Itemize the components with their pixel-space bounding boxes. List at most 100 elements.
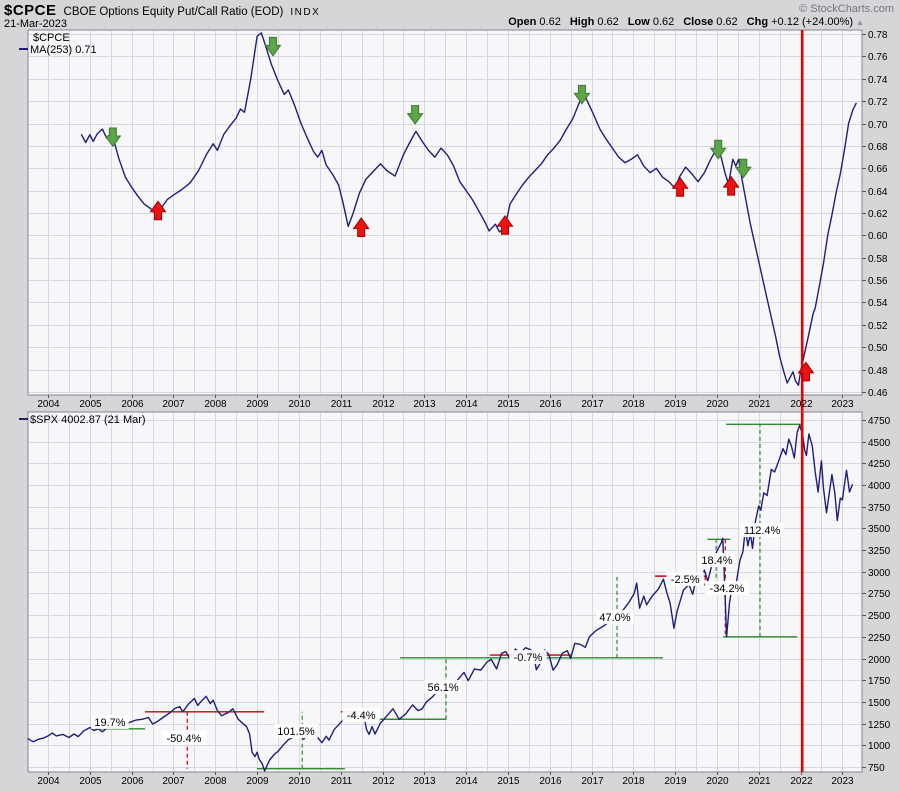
svg-text:3000: 3000 [868, 568, 891, 579]
gridlines [29, 31, 861, 394]
chart-title: CBOE Options Equity Put/Call Ratio (EOD) [63, 6, 284, 18]
cpce-ma-line [80, 32, 857, 386]
svg-text:2005: 2005 [79, 776, 102, 787]
header: $CPCE CBOE Options Equity Put/Call Ratio… [4, 2, 320, 19]
svg-text:2020: 2020 [706, 399, 729, 410]
y-axis: 4750 4500 4250 4000 3750 3500 3250 3000 2750 2500… [862, 416, 891, 774]
svg-text:$CPCE: $CPCE [33, 32, 70, 44]
svg-text:MA(253) 0.71: MA(253) 0.71 [30, 44, 97, 56]
svg-text:0.60: 0.60 [868, 231, 888, 242]
svg-text:2009: 2009 [246, 399, 269, 410]
svg-text:2011: 2011 [331, 399, 353, 410]
svg-text:-0.7%: -0.7% [514, 652, 543, 664]
svg-text:2019: 2019 [664, 399, 687, 410]
svg-text:1500: 1500 [868, 698, 891, 709]
svg-text:2012: 2012 [372, 399, 395, 410]
ohlc-label: Open [508, 16, 537, 28]
svg-text:2014: 2014 [455, 776, 478, 787]
legend: $SPX 4002.87 (21 Mar) [19, 414, 146, 426]
sell-signal-arrow-icon [573, 84, 591, 105]
svg-text:2006: 2006 [121, 776, 144, 787]
svg-text:2004: 2004 [37, 399, 60, 410]
svg-text:0.76: 0.76 [868, 52, 888, 63]
svg-text:0.68: 0.68 [868, 142, 888, 153]
change-up-icon: ▲ [856, 18, 864, 27]
spx-line [27, 424, 854, 772]
buy-signal-arrow-icon [352, 217, 370, 238]
svg-text:3750: 3750 [868, 503, 891, 514]
ohlc-readout: Open 0.62 High 0.62 Low 0.62 Close 0.62 Chg … [508, 16, 864, 28]
svg-text:0.64: 0.64 [868, 187, 888, 198]
svg-text:2022: 2022 [790, 776, 813, 787]
svg-text:2015: 2015 [497, 399, 520, 410]
svg-text:2019: 2019 [664, 776, 687, 787]
ohlc-label: Close [683, 16, 714, 28]
svg-text:2015: 2015 [497, 776, 520, 787]
sell-signal-arrow-icon [406, 105, 424, 125]
svg-text:2250: 2250 [868, 633, 891, 644]
ohlc-label: Chg [746, 16, 769, 28]
svg-text:3500: 3500 [868, 524, 891, 535]
svg-text:4000: 4000 [868, 481, 891, 492]
svg-text:-4.4%: -4.4% [347, 710, 376, 722]
x-axis: 2004 2005 2006 2007 2008 2009 2010 2011 2012 2013… [37, 395, 854, 410]
buy-signal-arrow-icon [671, 176, 689, 197]
svg-text:0.72: 0.72 [868, 97, 888, 108]
svg-text:2017: 2017 [581, 776, 604, 787]
svg-text:0.78: 0.78 [868, 30, 888, 41]
ohlc-value: 0.62 [594, 16, 619, 28]
svg-text:2017: 2017 [581, 399, 604, 410]
svg-text:2021: 2021 [748, 776, 771, 787]
ticker-symbol: $CPCE [4, 2, 57, 19]
ohlc-label: Low [627, 16, 650, 28]
svg-text:4500: 4500 [868, 438, 891, 449]
svg-text:0.52: 0.52 [868, 321, 888, 332]
svg-text:2020: 2020 [706, 776, 729, 787]
svg-text:2004: 2004 [37, 776, 60, 787]
buy-signal-arrow-icon [149, 200, 167, 221]
svg-text:2013: 2013 [413, 776, 436, 787]
svg-text:2005: 2005 [79, 399, 102, 410]
y-axis: 0.78 0.76 0.74 0.72 0.70 0.68 0.66 0.64 0.62 0.60… [862, 30, 888, 399]
svg-text:2011: 2011 [331, 776, 353, 787]
svg-text:3250: 3250 [868, 546, 891, 557]
svg-text:47.0%: 47.0% [599, 612, 630, 624]
svg-text:0.48: 0.48 [868, 366, 888, 377]
buy-signal-arrow-icon [797, 361, 815, 382]
svg-text:2008: 2008 [204, 399, 227, 410]
svg-text:0.66: 0.66 [868, 164, 888, 175]
svg-text:2000: 2000 [868, 655, 891, 666]
svg-text:2014: 2014 [455, 399, 478, 410]
buy-signal-arrow-icon [496, 214, 514, 235]
svg-text:2500: 2500 [868, 611, 891, 622]
svg-text:2012: 2012 [372, 776, 395, 787]
svg-text:2018: 2018 [622, 399, 645, 410]
svg-text:0.62: 0.62 [868, 209, 888, 220]
svg-text:2021: 2021 [748, 399, 771, 410]
svg-text:2006: 2006 [121, 399, 144, 410]
svg-text:0.74: 0.74 [868, 75, 888, 86]
spx-panel: 4750 4500 4250 4000 3750 3500 3250 3000 2750 2500… [19, 411, 891, 787]
svg-text:2750: 2750 [868, 589, 891, 600]
svg-text:2018: 2018 [622, 776, 645, 787]
chart-date: 21-Mar-2023 [4, 18, 67, 30]
svg-text:-2.5%: -2.5% [671, 574, 700, 586]
svg-text:56.1%: 56.1% [428, 682, 459, 694]
svg-text:2009: 2009 [246, 776, 269, 787]
svg-text:2008: 2008 [204, 776, 227, 787]
svg-text:2010: 2010 [288, 399, 311, 410]
svg-text:0.70: 0.70 [868, 120, 888, 131]
copyright: © StockCharts.com [799, 3, 894, 15]
svg-text:2023: 2023 [831, 776, 854, 787]
svg-text:1250: 1250 [868, 720, 891, 731]
svg-text:0.56: 0.56 [868, 276, 888, 287]
sell-signal-arrow-icon [709, 139, 727, 160]
svg-text:0.46: 0.46 [868, 388, 888, 399]
sell-signal-arrow-icon [264, 36, 282, 57]
ohlc-value: 0.62 [536, 16, 561, 28]
svg-text:1000: 1000 [868, 741, 891, 752]
buy-signal-arrow-icon [722, 175, 740, 196]
svg-text:2010: 2010 [288, 776, 311, 787]
ohlc-value: +0.12 (+24.00%) [768, 16, 854, 28]
